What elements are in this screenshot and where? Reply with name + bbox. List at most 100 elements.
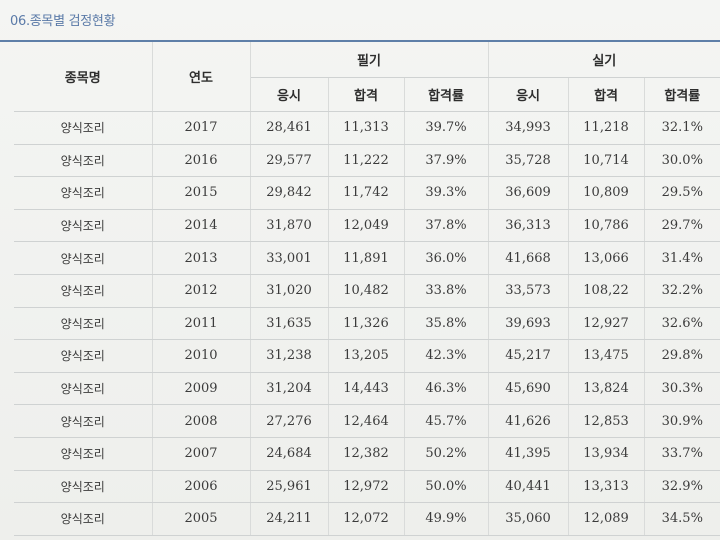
- practical-rate-cell: 31.4%: [644, 241, 720, 275]
- table-row: 양식조리 2005 24,211 12,072 49.9% 35,060 12,089 34.…: [14, 502, 720, 536]
- practical-rate-cell: 30.9%: [644, 404, 720, 438]
- practical-passed-cell: 10,786: [568, 209, 645, 243]
- practical-passed-cell: 13,066: [568, 241, 645, 275]
- table-row: 양식조리 2015 29,842 11,742 39.3% 36,609 10,809 29.…: [14, 176, 720, 210]
- written-rate-cell: 37.8%: [404, 209, 489, 243]
- item-cell: 양식조리: [14, 502, 153, 536]
- practical-passed-cell: 12,089: [568, 502, 645, 536]
- practical-rate-cell: 33.7%: [644, 437, 720, 471]
- written-passed-cell: 12,072: [328, 502, 405, 536]
- table-row: 양식조리 2009 31,204 14,443 46.3% 45,690 13,824 30.…: [14, 372, 720, 406]
- practical-passed-cell: 12,927: [568, 307, 645, 341]
- practical-rate-cell: 30.3%: [644, 372, 720, 406]
- item-cell: 양식조리: [14, 241, 153, 275]
- practical-rate-cell: 32.2%: [644, 274, 720, 308]
- table-body: 양식조리 2017 28,461 11,313 39.7% 34,993 11,218 32.…: [14, 111, 720, 536]
- practical-applied-cell: 40,441: [488, 470, 569, 504]
- written-applied-cell: 27,276: [250, 404, 329, 438]
- practical-applied-cell: 36,313: [488, 209, 569, 243]
- year-cell: 2013: [152, 241, 251, 275]
- written-passed-cell: 12,464: [328, 404, 405, 438]
- practical-passed-cell: 108,22: [568, 274, 645, 308]
- written-passed-cell: 14,443: [328, 372, 405, 406]
- header-practical-passed: 합격: [568, 77, 645, 112]
- practical-passed-cell: 13,313: [568, 470, 645, 504]
- item-cell: 양식조리: [14, 470, 153, 504]
- written-passed-cell: 11,222: [328, 144, 405, 178]
- item-cell: 양식조리: [14, 404, 153, 438]
- written-passed-cell: 11,742: [328, 176, 405, 210]
- year-cell: 2016: [152, 144, 251, 178]
- written-applied-cell: 31,204: [250, 372, 329, 406]
- item-cell: 양식조리: [14, 339, 153, 373]
- written-rate-cell: 45.7%: [404, 404, 489, 438]
- written-passed-cell: 11,891: [328, 241, 405, 275]
- practical-applied-cell: 36,609: [488, 176, 569, 210]
- item-cell: 양식조리: [14, 209, 153, 243]
- practical-applied-cell: 45,217: [488, 339, 569, 373]
- section-title: 06.종목별 검정현황: [10, 14, 116, 29]
- table-row: 양식조리 2006 25,961 12,972 50.0% 40,441 13,313 32.…: [14, 470, 720, 504]
- written-rate-cell: 46.3%: [404, 372, 489, 406]
- written-applied-cell: 25,961: [250, 470, 329, 504]
- written-rate-cell: 42.3%: [404, 339, 489, 373]
- table-row: 양식조리 2016 29,577 11,222 37.9% 35,728 10,714 30.…: [14, 144, 720, 178]
- written-applied-cell: 31,020: [250, 274, 329, 308]
- table-row: 양식조리 2012 31,020 10,482 33.8% 33,573 108,22 32.…: [14, 274, 720, 308]
- written-applied-cell: 28,461: [250, 111, 329, 145]
- year-cell: 2008: [152, 404, 251, 438]
- item-cell: 양식조리: [14, 111, 153, 145]
- header-item: 종목명: [14, 42, 153, 112]
- written-rate-cell: 50.2%: [404, 437, 489, 471]
- written-rate-cell: 33.8%: [404, 274, 489, 308]
- item-cell: 양식조리: [14, 372, 153, 406]
- item-cell: 양식조리: [14, 274, 153, 308]
- header-written-rate: 합격률: [404, 77, 489, 112]
- practical-passed-cell: 11,218: [568, 111, 645, 145]
- practical-passed-cell: 12,853: [568, 404, 645, 438]
- written-passed-cell: 13,205: [328, 339, 405, 373]
- written-applied-cell: 24,684: [250, 437, 329, 471]
- item-cell: 양식조리: [14, 307, 153, 341]
- year-cell: 2007: [152, 437, 251, 471]
- practical-applied-cell: 41,668: [488, 241, 569, 275]
- table-row: 양식조리 2011 31,635 11,326 35.8% 39,693 12,927 32.…: [14, 307, 720, 341]
- written-rate-cell: 35.8%: [404, 307, 489, 341]
- written-applied-cell: 29,842: [250, 176, 329, 210]
- practical-rate-cell: 32.9%: [644, 470, 720, 504]
- practical-rate-cell: 32.6%: [644, 307, 720, 341]
- header-written-passed: 합격: [328, 77, 405, 112]
- practical-passed-cell: 13,824: [568, 372, 645, 406]
- written-applied-cell: 33,001: [250, 241, 329, 275]
- practical-applied-cell: 33,573: [488, 274, 569, 308]
- practical-applied-cell: 41,395: [488, 437, 569, 471]
- practical-applied-cell: 35,060: [488, 502, 569, 536]
- practical-applied-cell: 39,693: [488, 307, 569, 341]
- year-cell: 2006: [152, 470, 251, 504]
- written-applied-cell: 31,870: [250, 209, 329, 243]
- written-rate-cell: 37.9%: [404, 144, 489, 178]
- table-row: 양식조리 2017 28,461 11,313 39.7% 34,993 11,218 32.…: [14, 111, 720, 145]
- year-cell: 2011: [152, 307, 251, 341]
- header-practical: 실기: [488, 42, 720, 78]
- year-cell: 2014: [152, 209, 251, 243]
- exam-status-table: 종목명 연도 필기 실기 응시 합격 합격률 응시 합격 합격률 양식조리 201…: [14, 42, 720, 536]
- title-divider: [0, 40, 720, 42]
- practical-passed-cell: 10,809: [568, 176, 645, 210]
- header-practical-applied: 응시: [488, 77, 569, 112]
- item-cell: 양식조리: [14, 437, 153, 471]
- practical-passed-cell: 13,934: [568, 437, 645, 471]
- practical-applied-cell: 45,690: [488, 372, 569, 406]
- header-written: 필기: [250, 42, 489, 78]
- practical-rate-cell: 30.0%: [644, 144, 720, 178]
- year-cell: 2012: [152, 274, 251, 308]
- practical-applied-cell: 35,728: [488, 144, 569, 178]
- table-row: 양식조리 2013 33,001 11,891 36.0% 41,668 13,066 31.…: [14, 241, 720, 275]
- table-row: 양식조리 2014 31,870 12,049 37.8% 36,313 10,786 29.…: [14, 209, 720, 243]
- written-passed-cell: 12,972: [328, 470, 405, 504]
- practical-rate-cell: 29.8%: [644, 339, 720, 373]
- practical-rate-cell: 32.1%: [644, 111, 720, 145]
- table-row: 양식조리 2007 24,684 12,382 50.2% 41,395 13,934 33.…: [14, 437, 720, 471]
- practical-passed-cell: 13,475: [568, 339, 645, 373]
